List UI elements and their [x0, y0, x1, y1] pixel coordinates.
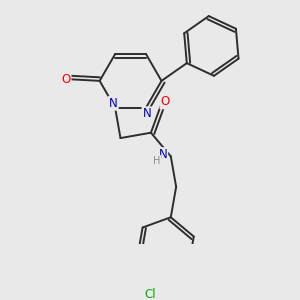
Text: O: O	[61, 73, 70, 86]
Text: N: N	[109, 97, 118, 110]
Text: H: H	[153, 156, 160, 166]
Text: Cl: Cl	[144, 288, 156, 300]
Text: N: N	[158, 148, 167, 161]
Text: N: N	[142, 107, 151, 120]
Text: O: O	[160, 95, 170, 108]
